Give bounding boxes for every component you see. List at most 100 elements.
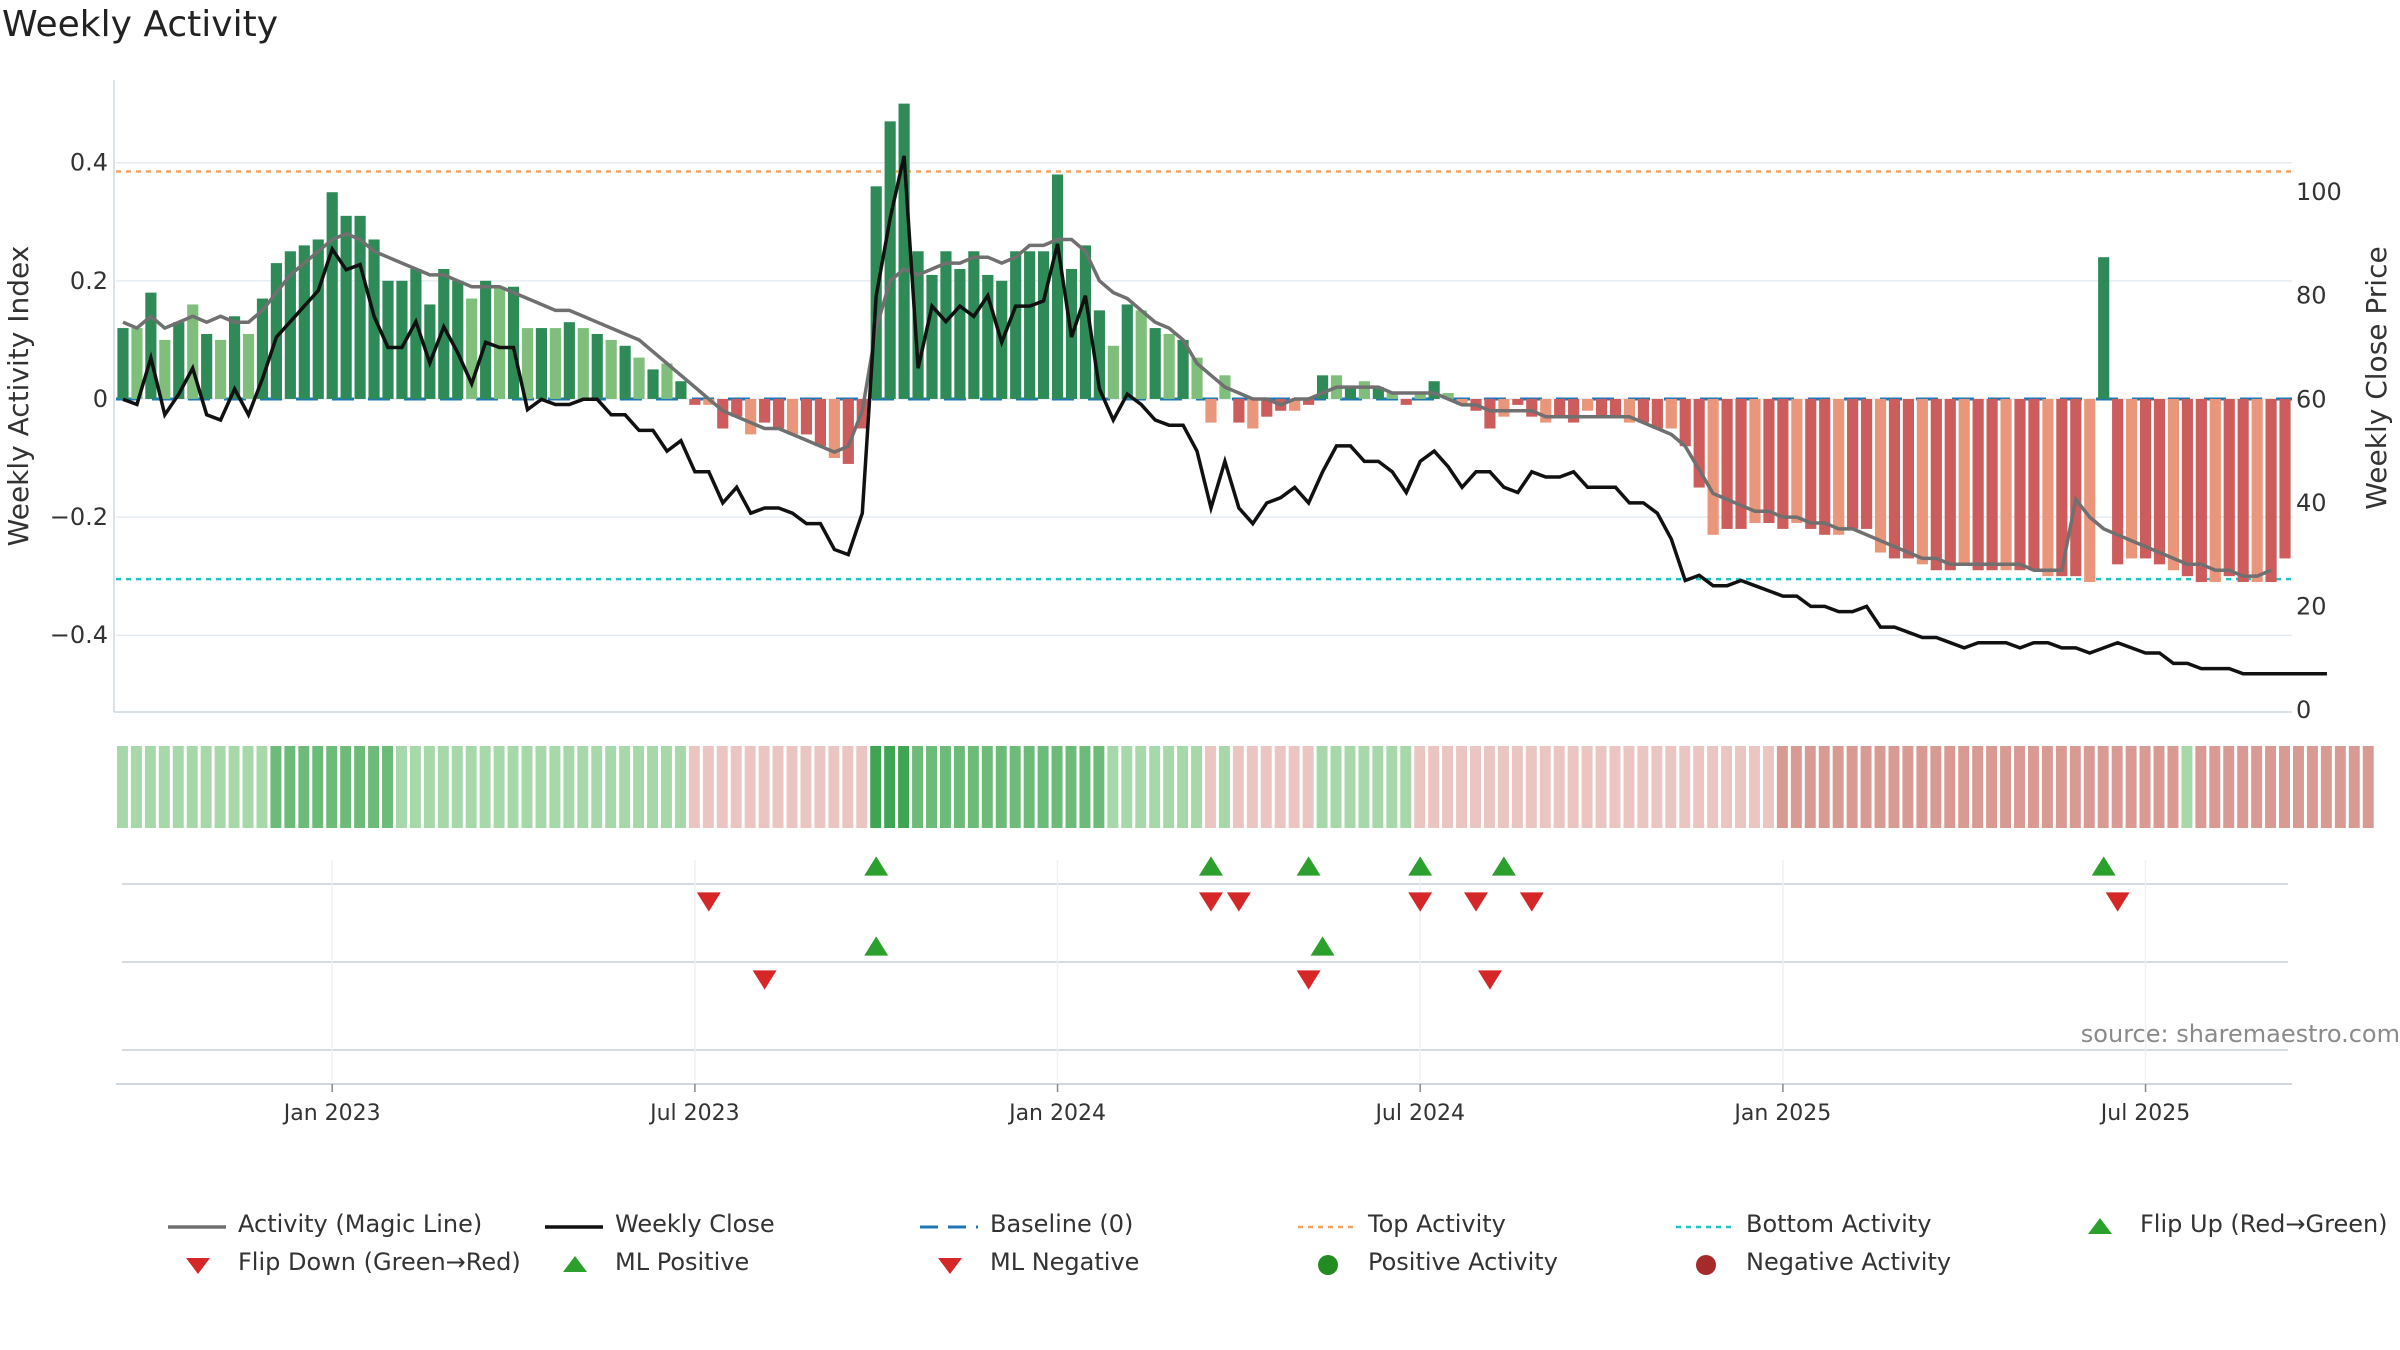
strip-cell [1372,746,1384,828]
strip-cell [1400,746,1412,828]
strip-cell [200,746,212,828]
activity-bar [884,121,896,399]
activity-bar [1177,339,1189,399]
activity-bar [256,298,269,399]
strip-cell [591,746,603,828]
activity-bar [2112,398,2124,565]
activity-bar [1651,398,1663,429]
strip-cell [2306,746,2318,828]
y-right-tick-label: 0 [2296,696,2311,724]
activity-bar [759,398,771,423]
magic-line-series [122,231,2272,578]
strip-cell [326,746,338,828]
activity-bar [1540,398,1552,423]
strip-cell [1316,746,1328,828]
strip-cell [1497,746,1509,828]
activity-bar [1233,398,1245,423]
strip-cell [2055,746,2067,828]
strip-cell [1665,746,1677,828]
activity-bar [1428,381,1440,399]
x-tick-label: Jul 2025 [2099,1101,2191,1126]
strip-cell [1958,746,1970,828]
activity-bar [1414,393,1426,399]
strip-cell [2000,746,2012,828]
activity-bar [2056,398,2068,577]
strip-cell [1623,746,1635,828]
activity-bar [1303,398,1315,405]
activity-bar [2126,398,2138,559]
activity-bar [1024,251,1036,399]
strip-cell [368,746,380,828]
activity-bar [466,298,478,399]
activity-bar [2139,398,2152,559]
activity-bar [354,215,366,399]
strip-cell [702,746,714,828]
strip-cell [1163,746,1175,828]
activity-bar [1665,398,1677,429]
strip-cell [1790,746,1802,828]
strip-cell [1358,746,1370,828]
activity-bar [619,345,631,399]
strip-cell [1232,746,1244,828]
strip-cell [2181,746,2193,828]
source-note: source: sharemaestro.com [2080,1020,2400,1048]
flip-up-marker [1408,856,1433,876]
activity-bar [242,333,255,399]
activity-bar [1386,393,1398,399]
activity-bar [1874,398,1887,553]
ml-negative-marker [752,970,777,990]
strip-cell [619,746,631,828]
activity-bar [2167,398,2180,571]
ml-positive-marker [864,936,889,956]
strip-cell [1065,746,1077,828]
activity-bar [1930,398,1942,571]
legend-label: Activity (Magic Line) [238,1210,483,1238]
strip-cell [674,746,686,828]
activity-bar [1038,251,1050,399]
strip-cell [256,746,268,828]
strip-cell [1470,746,1481,828]
strip-cell [1386,746,1398,828]
activity-bar [1568,398,1580,423]
activity-bar [1888,398,1901,559]
strip-cell [870,746,882,828]
legend-symbol [186,1258,210,1274]
activity-bar [131,328,143,399]
strip-cell [2279,746,2290,828]
activity-bar [1637,398,1649,423]
activity-bar [605,339,617,399]
legend-symbol [1318,1255,1338,1275]
strip-cell [1567,746,1579,828]
strip-cell [1511,746,1523,828]
activity-bar [159,339,171,399]
activity-bar [270,263,282,399]
strip-cell [409,746,421,828]
strip-cell [312,746,324,828]
strip-cell [1902,746,1914,828]
strip-cell [1804,746,1816,828]
activity-bar [117,328,129,399]
strip-cell [2014,746,2025,828]
strip-cell [1288,746,1300,828]
legend-label: Weekly Close [615,1210,775,1238]
strip-cell [270,746,282,828]
activity-bar [814,398,826,447]
strip-cell [912,746,924,828]
strip-cell [1595,746,1607,828]
activity-bar [828,398,840,459]
strip-cell [1762,746,1774,828]
x-tick-label: Jan 2024 [1007,1101,1106,1126]
strip-cell [1442,746,1454,828]
y-left-tick-label: 0.4 [70,149,108,177]
strip-cell [2320,746,2332,828]
flip-down-marker [1519,892,1544,912]
strip-cell [507,746,519,828]
strip-cell [898,746,910,828]
activity-bar [940,251,952,399]
activity-bar [2279,398,2291,559]
strip-cell [1972,746,1984,828]
strip-cell [605,746,617,828]
activity-bar [1972,398,1984,571]
flip-down-marker [2105,892,2130,912]
activity-bar [2223,398,2235,577]
